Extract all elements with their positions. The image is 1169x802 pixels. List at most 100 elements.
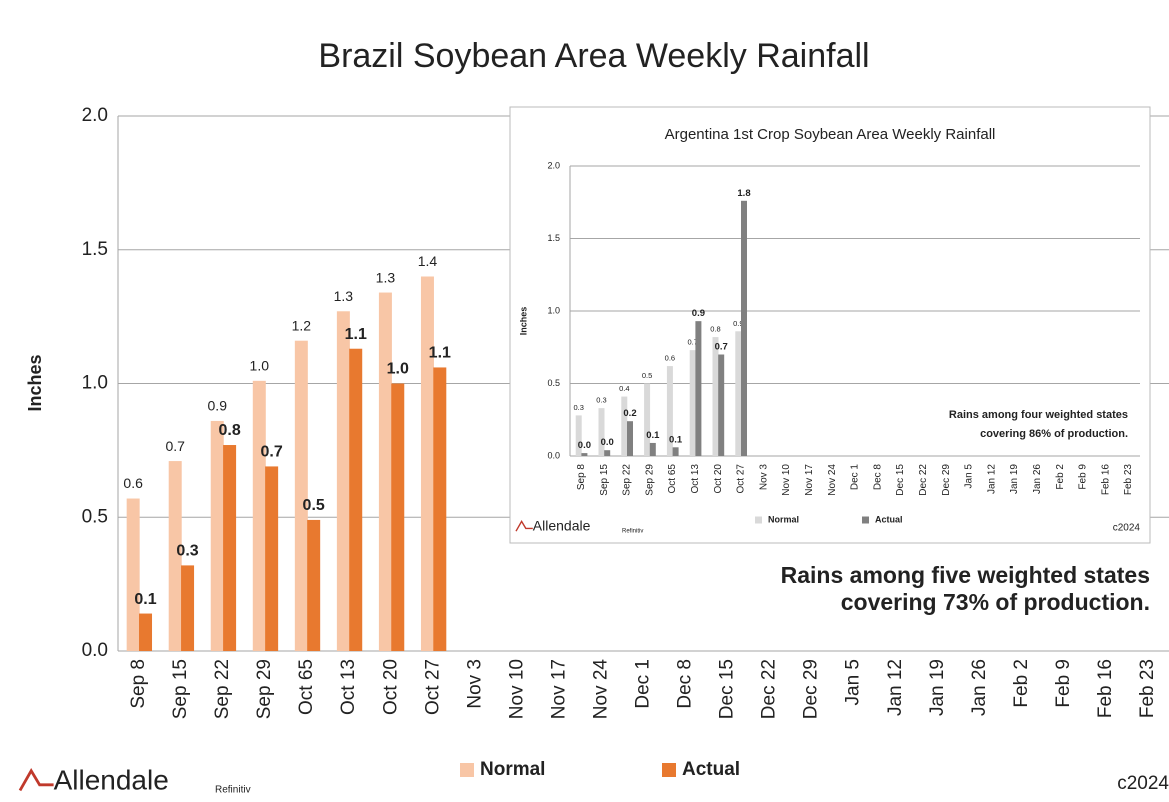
x-tick-label: Jan 26 — [1032, 464, 1043, 494]
bar — [126, 498, 140, 651]
y-tick-label: 2.0 — [547, 160, 560, 170]
bar — [210, 420, 224, 651]
x-tick-label: Feb 23 — [1137, 659, 1158, 718]
x-tick-label: Oct 27 — [422, 659, 443, 715]
bar — [252, 380, 266, 651]
legend-label: Normal — [480, 759, 545, 780]
y-tick-label: 0.5 — [547, 378, 560, 388]
data-label: 1.0 — [387, 361, 409, 378]
annotation: Rains among four weighted states — [949, 409, 1128, 421]
bar — [644, 383, 651, 456]
x-tick-label: Sep 22 — [212, 659, 233, 719]
x-tick-label: Jan 26 — [969, 659, 990, 716]
x-tick-label: Oct 65 — [667, 464, 678, 494]
inset-frame — [509, 106, 1151, 544]
x-tick-label: Dec 15 — [717, 659, 738, 719]
x-tick-label: Dec 29 — [801, 659, 822, 719]
x-tick-label: Oct 20 — [380, 659, 401, 715]
x-tick-label: Jan 19 — [927, 659, 948, 716]
y-tick-label: 1.0 — [82, 373, 108, 394]
y-tick-label: 2.0 — [82, 105, 108, 126]
bar — [307, 519, 321, 651]
x-tick-label: Jan 12 — [986, 464, 997, 494]
data-label: 0.8 — [710, 325, 720, 334]
logo-mark — [18, 768, 54, 792]
bar — [168, 461, 182, 651]
y-axis-label: Inches — [518, 307, 528, 336]
x-tick-label: Dec 1 — [633, 659, 654, 709]
x-tick-label: Sep 29 — [644, 464, 655, 496]
x-tick-label: Sep 8 — [576, 464, 587, 491]
data-label: 0.5 — [303, 497, 325, 514]
x-tick-label: Oct 65 — [296, 659, 317, 715]
bar — [604, 450, 611, 456]
y-tick-label: 0.0 — [82, 640, 108, 661]
chart-title: Brazil Soybean Area Weekly Rainfall — [318, 37, 869, 75]
x-tick-label: Jan 12 — [885, 659, 906, 716]
logo-mark — [515, 520, 533, 532]
bar — [433, 367, 447, 651]
x-tick-label: Feb 9 — [1078, 464, 1089, 490]
data-label: 0.8 — [218, 422, 240, 439]
annotation: covering 73% of production. — [841, 589, 1150, 615]
legend-label: Normal — [768, 514, 799, 524]
y-tick-label: 0.5 — [82, 506, 108, 527]
bar — [649, 442, 656, 456]
data-label: 0.6 — [665, 354, 675, 363]
x-tick-label: Feb 23 — [1123, 464, 1134, 496]
data-label: 1.8 — [737, 188, 750, 199]
bar — [181, 565, 195, 651]
bar — [420, 276, 434, 651]
x-tick-label: Feb 9 — [1053, 659, 1074, 708]
inset-chart: Argentina 1st Crop Soybean Area Weekly R… — [515, 126, 1141, 535]
x-tick-label: Sep 15 — [170, 659, 191, 719]
x-tick-label: Feb 16 — [1100, 464, 1111, 496]
annotation: Rains among five weighted states — [781, 562, 1150, 588]
data-label: 0.2 — [623, 408, 636, 419]
source: Refinitiv — [622, 529, 643, 535]
data-label: 0.7 — [715, 342, 728, 353]
x-tick-label: Jan 19 — [1009, 464, 1020, 494]
x-tick-label: Sep 8 — [128, 659, 149, 709]
x-tick-label: Oct 20 — [713, 464, 724, 494]
data-label: 0.7 — [687, 338, 697, 347]
y-tick-label: 1.5 — [82, 239, 108, 260]
data-label: 0.5 — [642, 371, 652, 380]
x-tick-label: Oct 13 — [338, 659, 359, 715]
bar — [627, 421, 633, 456]
x-tick-label: Nov 17 — [548, 659, 569, 719]
x-tick-label: Oct 13 — [690, 464, 701, 494]
data-label: 0.7 — [261, 444, 283, 461]
bar — [391, 383, 405, 651]
x-tick-label: Nov 24 — [827, 464, 838, 496]
data-label: 0.1 — [134, 591, 156, 608]
data-label: 1.0 — [250, 358, 270, 374]
bar — [294, 340, 308, 651]
x-tick-label: Dec 8 — [675, 659, 696, 709]
data-label: 1.1 — [345, 326, 367, 343]
y-tick-label: 1.5 — [547, 233, 560, 243]
legend-label: Actual — [682, 759, 740, 780]
x-tick-label: Dec 1 — [850, 464, 861, 491]
data-label: 0.7 — [165, 438, 185, 454]
legend-swatch — [862, 516, 869, 524]
data-label: 0.1 — [646, 430, 660, 441]
bar — [139, 613, 153, 651]
x-tick-label: Jan 5 — [964, 464, 975, 489]
x-tick-label: Dec 29 — [941, 464, 952, 496]
data-label: 0.1 — [669, 434, 683, 445]
bar — [741, 200, 747, 456]
data-label: 0.9 — [692, 308, 705, 319]
x-tick-label: Oct 27 — [736, 464, 747, 494]
x-tick-label: Sep 22 — [622, 464, 633, 496]
bar — [735, 331, 742, 456]
data-label: 0.0 — [578, 440, 591, 451]
annotation: covering 86% of production. — [980, 428, 1128, 440]
x-tick-label: Nov 10 — [781, 464, 792, 496]
copyright: c2024 — [1113, 523, 1141, 534]
data-label: 1.3 — [376, 269, 396, 285]
data-label: 0.3 — [176, 543, 198, 560]
bar — [689, 350, 696, 456]
x-tick-label: Sep 29 — [254, 659, 275, 719]
x-tick-label: Dec 15 — [895, 464, 906, 496]
